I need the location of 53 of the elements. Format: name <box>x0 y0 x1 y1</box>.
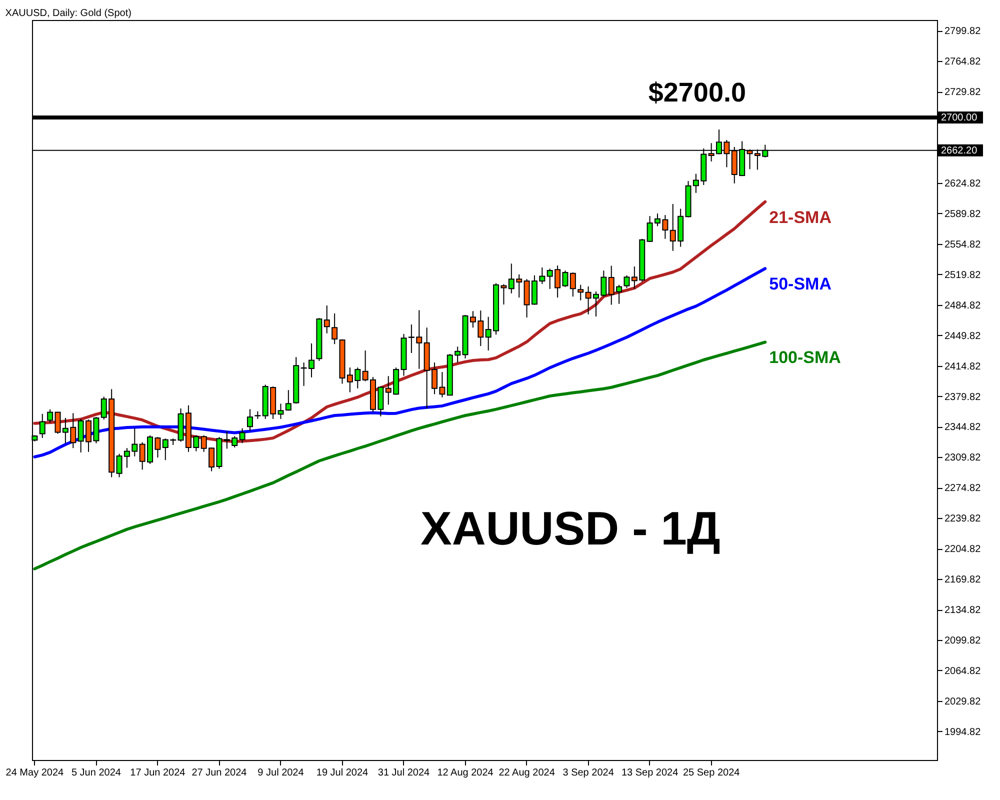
candlestick <box>239 428 246 444</box>
y-tick-label: 2519.82 <box>944 270 982 281</box>
y-tick-label: 2029.82 <box>944 696 982 708</box>
x-tick-label: 31 Jul 2024 <box>378 768 430 778</box>
series-label: 100-SMA <box>769 348 841 368</box>
y-tick-label: 2134.82 <box>944 605 982 616</box>
y-tick-label: 2729.82 <box>944 87 982 98</box>
x-tick-label: 5 Jun 2024 <box>71 768 122 778</box>
chart-title: XAUUSD, Daily: Gold (Spot) <box>5 8 132 19</box>
x-tick-label: 13 Sep 2024 <box>621 768 679 778</box>
y-tick-label: 2379.82 <box>944 392 982 403</box>
candlestick <box>332 312 338 345</box>
y-tick-label: 2204.82 <box>944 544 982 556</box>
y-tick-label: 2799.82 <box>944 26 982 38</box>
candlestick <box>570 272 576 298</box>
series-label: 21-SMA <box>769 208 832 227</box>
ref-line-label: 2700.00 <box>941 112 978 124</box>
candlestick <box>47 408 54 424</box>
x-tick-label: 24 May 2024 <box>6 768 64 778</box>
line-series <box>33 340 767 570</box>
candlestick <box>246 408 253 432</box>
ref-line-label: 2662.20 <box>941 145 978 156</box>
line-series <box>33 267 767 458</box>
candlestick <box>578 284 584 301</box>
x-tick-label: 25 Sep 2024 <box>682 768 740 778</box>
y-tick-label: 2064.82 <box>944 666 982 677</box>
candlestick <box>285 390 292 412</box>
y-tick-label: 2484.82 <box>944 300 982 312</box>
x-tick-label: 3 Sep 2024 <box>562 768 614 778</box>
y-tick-label: 2099.82 <box>944 636 982 647</box>
candlestick <box>39 413 46 438</box>
series-label: 50-SMA <box>769 274 832 294</box>
x-tick-label: 17 Jun 2024 <box>130 768 186 778</box>
y-tick-label: 2449.82 <box>944 330 982 342</box>
y-tick-label: 2624.82 <box>944 178 982 190</box>
y-tick-label: 2344.82 <box>944 422 982 434</box>
x-tick-label: 27 Jun 2024 <box>192 768 248 778</box>
y-tick-label: 2764.82 <box>944 56 982 68</box>
y-tick-label: 2554.82 <box>944 239 982 250</box>
y-tick-label: 2274.82 <box>944 483 982 494</box>
y-tick-label: 2589.82 <box>944 208 982 220</box>
y-tick-label: 1994.82 <box>944 726 982 738</box>
candlestick <box>324 304 330 334</box>
y-tick-label: 2169.82 <box>944 574 982 586</box>
x-tick-label: 12 Aug 2024 <box>437 768 494 778</box>
annotation: XAUUSD - 1Д <box>420 502 720 555</box>
x-tick-label: 19 Jul 2024 <box>316 768 369 778</box>
y-tick-label: 2414.82 <box>944 361 982 372</box>
annotation: $2700.0 <box>648 78 746 108</box>
y-tick-label: 2309.82 <box>944 452 982 464</box>
x-tick-label: 9 Jul 2024 <box>258 768 304 778</box>
x-tick-label: 22 Aug 2024 <box>498 768 556 778</box>
y-tick-label: 2239.82 <box>944 514 982 525</box>
